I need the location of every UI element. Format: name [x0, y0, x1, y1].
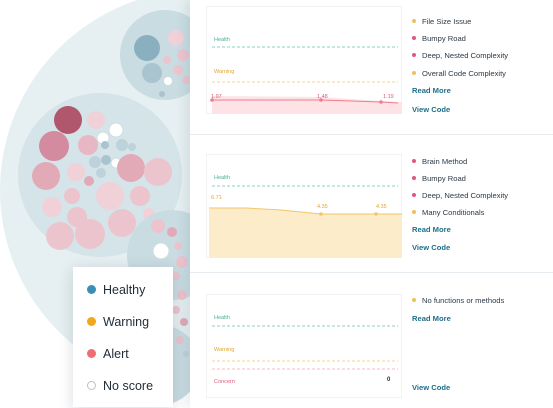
legend-label: No score: [103, 379, 154, 393]
code-smell-item[interactable]: Bumpy Road: [412, 34, 466, 43]
view-code-link[interactable]: View Code: [412, 105, 451, 114]
alert-dot-icon: [87, 349, 96, 358]
code-smell-label: Brain Method: [422, 157, 468, 166]
severity-dot-icon: [412, 36, 416, 40]
legend-label: Alert: [103, 347, 129, 361]
severity-dot-icon: [412, 193, 416, 197]
trend-point: [379, 100, 383, 104]
code-smell-item[interactable]: Bumpy Road: [412, 174, 466, 183]
card-divider: [190, 134, 553, 135]
code-smell-item[interactable]: Many Conditionals: [412, 208, 484, 217]
legend-item-no-score: No score: [87, 379, 153, 393]
read-more-link[interactable]: Read More: [412, 225, 451, 234]
file-details-panel: Health Warning 1.97 1.48 1.19 File Size …: [190, 0, 553, 408]
trend-point: [210, 98, 214, 102]
health-threshold-label: Health: [214, 175, 230, 181]
code-smell-label: Bumpy Road: [422, 174, 466, 183]
trend-point: [319, 98, 323, 102]
legend-item-healthy: Healthy: [87, 283, 145, 297]
no-score-dot-icon: [87, 381, 96, 390]
healthy-dot-icon: [87, 285, 96, 294]
trend-point-label: 1.97: [211, 94, 222, 100]
code-smell-item[interactable]: Deep, Nested Complexity: [412, 191, 508, 200]
code-smell-label: No functions or methods: [422, 296, 505, 305]
read-more-link[interactable]: Read More: [412, 314, 451, 323]
code-smell-item[interactable]: Overall Code Complexity: [412, 69, 506, 78]
health-legend: Healthy Warning Alert No score: [73, 267, 173, 407]
trend-point-label: 4.35: [317, 204, 328, 210]
severity-dot-icon: [412, 210, 416, 214]
code-smell-label: Deep, Nested Complexity: [422, 191, 509, 200]
concern-threshold-label: Concern: [214, 379, 235, 385]
warning-dot-icon: [87, 317, 96, 326]
legend-item-warning: Warning: [87, 315, 149, 329]
file-circle: [54, 106, 82, 134]
file-card: Health 6.71 4.35 4.35 Brain Method Bumpy…: [206, 154, 553, 264]
file-card: Health Warning 1.97 1.48 1.19 File Size …: [206, 6, 553, 124]
code-health-trend-chart: Health Warning Concern 0: [206, 294, 402, 398]
read-more-link[interactable]: Read More: [412, 86, 451, 95]
trend-point: [319, 212, 323, 216]
trend-point-label: 6.71: [211, 195, 222, 201]
severity-dot-icon: [412, 176, 416, 180]
severity-dot-icon: [412, 53, 416, 57]
card-divider: [190, 272, 553, 273]
warning-threshold-label: Warning: [214, 347, 234, 353]
warning-threshold-label: Warning: [214, 69, 234, 75]
health-threshold-label: Health: [214, 315, 230, 321]
trend-point-label: 4.35: [376, 204, 387, 210]
code-smell-label: Many Conditionals: [422, 208, 485, 217]
legend-label: Warning: [103, 315, 150, 329]
file-card: Health Warning Concern 0 No functions or…: [206, 294, 553, 400]
trend-point: [374, 212, 378, 216]
view-code-link[interactable]: View Code: [412, 383, 451, 392]
code-smell-label: Deep, Nested Complexity: [422, 51, 509, 60]
code-smell-item[interactable]: File Size Issue: [412, 17, 471, 26]
trend-point-label: 1.48: [317, 94, 328, 100]
trend-point-label: 1.19: [383, 94, 394, 100]
code-health-trend-chart: Health 6.71 4.35 4.35: [206, 154, 402, 258]
severity-dot-icon: [412, 159, 416, 163]
trend-value-label: 0: [387, 377, 391, 383]
severity-dot-icon: [412, 71, 416, 75]
view-code-link[interactable]: View Code: [412, 243, 451, 252]
health-threshold-label: Health: [214, 37, 230, 43]
code-smell-label: Bumpy Road: [422, 34, 466, 43]
code-smell-item[interactable]: Deep, Nested Complexity: [412, 51, 508, 60]
code-smell-item[interactable]: Brain Method: [412, 157, 467, 166]
severity-dot-icon: [412, 298, 416, 302]
code-smell-item[interactable]: No functions or methods: [412, 296, 504, 305]
legend-item-alert: Alert: [87, 347, 129, 361]
severity-dot-icon: [412, 19, 416, 23]
legend-label: Healthy: [103, 283, 146, 297]
code-health-trend-chart: Health Warning 1.97 1.48 1.19: [206, 6, 402, 114]
code-smell-label: File Size Issue: [422, 17, 472, 26]
code-smell-label: Overall Code Complexity: [422, 69, 506, 78]
